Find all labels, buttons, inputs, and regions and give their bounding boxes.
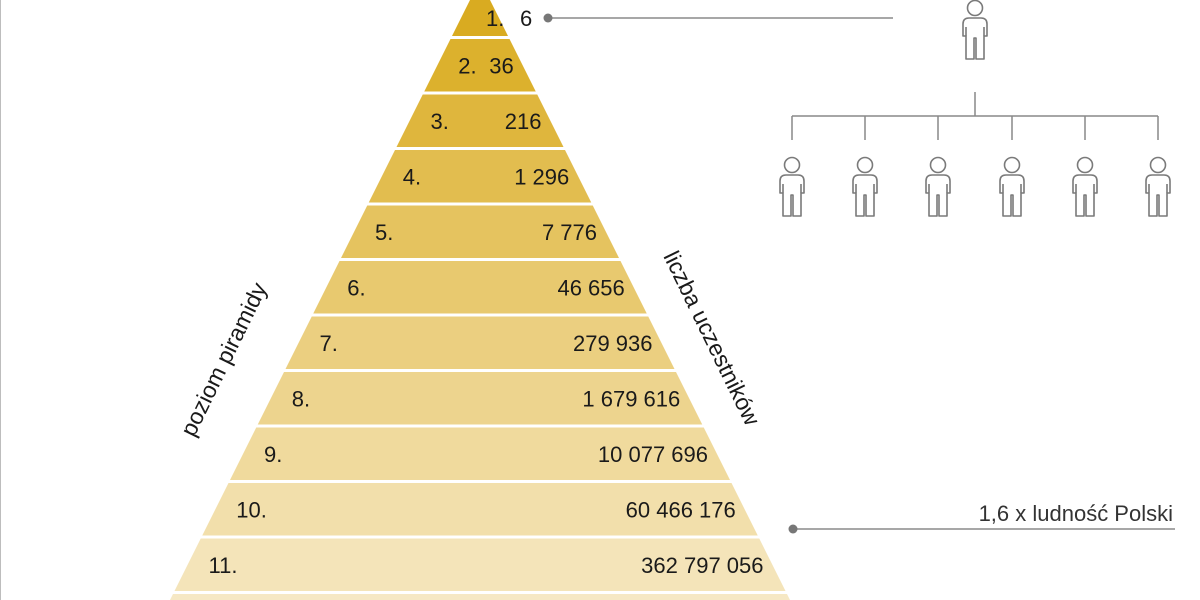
pyramid-level-10 xyxy=(202,483,758,536)
person-icon xyxy=(1145,156,1171,217)
pyramid-level-8 xyxy=(257,372,703,425)
level-number: 9. xyxy=(264,442,282,467)
participant-count: 10 077 696 xyxy=(598,442,708,467)
pyramid-level-4 xyxy=(368,150,592,203)
connector-dot-note xyxy=(788,524,798,534)
pyramid-level-11 xyxy=(174,538,786,591)
left-axis-label: poziom piramidy xyxy=(175,278,272,440)
participant-count: 36 xyxy=(489,53,513,78)
participant-count: 362 797 056 xyxy=(641,553,763,578)
pyramid-level-1 xyxy=(452,0,508,36)
recruit-tree-lines xyxy=(791,92,1159,140)
pyramid-level-3 xyxy=(396,94,564,147)
level-number: 8. xyxy=(292,386,310,411)
pyramid-level-6 xyxy=(313,261,647,314)
connector-dot-top xyxy=(543,13,553,23)
page-left-border xyxy=(0,0,1,600)
person-icon xyxy=(779,156,805,217)
participant-count: 60 466 176 xyxy=(626,497,736,522)
person-icon xyxy=(962,0,988,60)
person-icon xyxy=(1072,156,1098,217)
person-icon xyxy=(925,156,951,217)
pyramid-level-7 xyxy=(285,316,675,369)
participant-count: 46 656 xyxy=(557,275,624,300)
level-number: 11. xyxy=(209,553,238,578)
level-number: 3. xyxy=(431,109,449,134)
pyramid-level-2 xyxy=(424,39,536,92)
level-number: 7. xyxy=(320,331,338,356)
participant-count: 216 xyxy=(505,109,542,134)
level-number: 10. xyxy=(236,497,267,522)
participant-count: 6 xyxy=(520,6,532,31)
level-number: 5. xyxy=(375,220,393,245)
level-number: 6. xyxy=(347,275,365,300)
level-number: 2. xyxy=(458,53,476,78)
person-icon xyxy=(999,156,1025,217)
population-note: 1,6 x ludność Polski xyxy=(979,501,1173,526)
level-number: 4. xyxy=(403,164,421,189)
pyramid: 1. 6 2. 36 3. 216 4. 1 296 5. 7 776 6. 46 656 7. 279 … xyxy=(170,0,790,600)
level-number: 1. xyxy=(486,6,504,31)
participant-count: 7 776 xyxy=(542,220,597,245)
participant-count: 1 679 616 xyxy=(582,386,680,411)
recruit-people xyxy=(779,0,1171,217)
participant-count: 279 936 xyxy=(573,331,653,356)
participant-count: 1 296 xyxy=(514,164,569,189)
person-icon xyxy=(852,156,878,217)
pyramid-level-9 xyxy=(230,427,730,480)
pyramid-level-5 xyxy=(341,205,619,258)
pyramid-level-12 xyxy=(170,594,790,600)
